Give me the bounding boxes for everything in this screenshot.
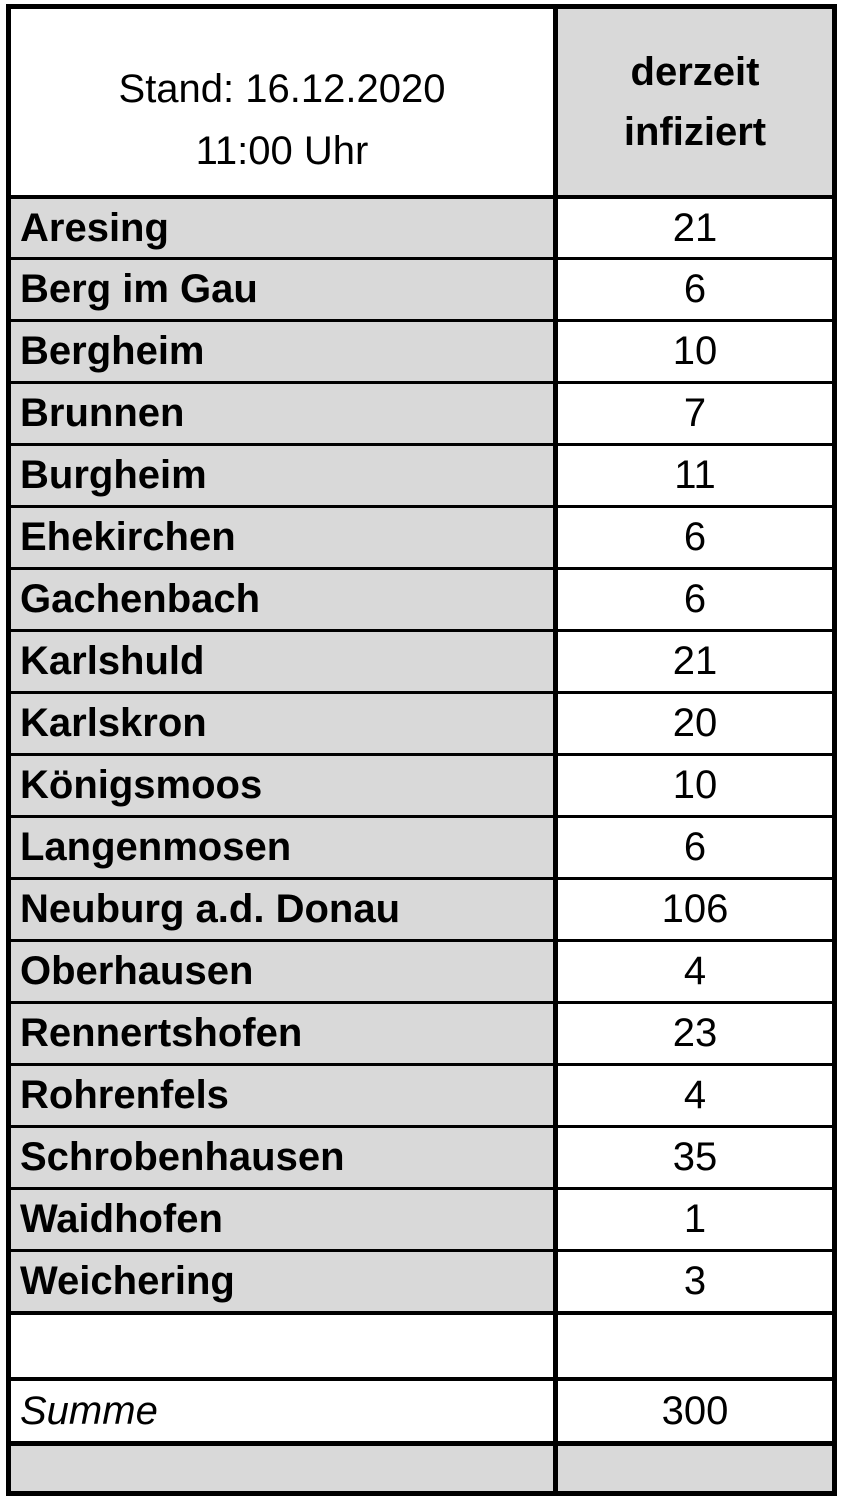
table-row: Ehekirchen 6	[11, 505, 832, 567]
municipality-name: Neuburg a.d. Donau	[11, 880, 553, 939]
municipality-name: Aresing	[11, 199, 553, 257]
infected-count: 35	[553, 1128, 832, 1187]
table-row: Karlshuld 21	[11, 629, 832, 691]
infected-count: 6	[553, 508, 832, 567]
infected-count: 1	[553, 1190, 832, 1249]
summary-row: Summe 300	[11, 1377, 832, 1441]
table-header-row: Stand: 16.12.2020 11:00 Uhr derzeit infi…	[11, 9, 832, 195]
spacer-cell-left	[11, 1315, 553, 1377]
infected-count: 20	[553, 694, 832, 753]
table-row: Rohrenfels 4	[11, 1063, 832, 1125]
infected-count: 6	[553, 570, 832, 629]
municipality-name: Oberhausen	[11, 942, 553, 1001]
table-row: Weichering 3	[11, 1249, 832, 1311]
cutoff-row	[11, 1441, 832, 1491]
infected-count: 21	[553, 632, 832, 691]
table-row: Bergheim 10	[11, 319, 832, 381]
stand-time: 11:00 Uhr	[195, 129, 369, 173]
table-row: Oberhausen 4	[11, 939, 832, 1001]
summary-total: 300	[553, 1381, 832, 1441]
summary-label: Summe	[11, 1381, 553, 1441]
header-stand-cell: Stand: 16.12.2020 11:00 Uhr	[11, 9, 553, 195]
table-row: Königsmoos 10	[11, 753, 832, 815]
table-row: Berg im Gau 6	[11, 257, 832, 319]
spacer-row	[11, 1311, 832, 1377]
infected-count: 4	[553, 1066, 832, 1125]
municipality-name: Waidhofen	[11, 1190, 553, 1249]
municipality-name: Burgheim	[11, 446, 553, 505]
table-row: Gachenbach 6	[11, 567, 832, 629]
infected-count: 7	[553, 384, 832, 443]
municipality-name: Königsmoos	[11, 756, 553, 815]
municipality-name: Bergheim	[11, 322, 553, 381]
table-row: Burgheim 11	[11, 443, 832, 505]
infected-count: 6	[553, 818, 832, 877]
table-row: Karlskron 20	[11, 691, 832, 753]
cutoff-cell-right	[553, 1446, 832, 1491]
municipality-name: Rennertshofen	[11, 1004, 553, 1063]
municipality-name: Schrobenhausen	[11, 1128, 553, 1187]
header-value-column-cell: derzeit infiziert	[553, 9, 832, 195]
infected-count: 21	[553, 199, 832, 257]
table-row: Rennertshofen 23	[11, 1001, 832, 1063]
municipality-name: Berg im Gau	[11, 260, 553, 319]
municipality-name: Gachenbach	[11, 570, 553, 629]
infected-count: 23	[553, 1004, 832, 1063]
municipality-name: Langenmosen	[11, 818, 553, 877]
spacer-cell-right	[553, 1315, 832, 1377]
municipality-name: Ehekirchen	[11, 508, 553, 567]
infections-table: Stand: 16.12.2020 11:00 Uhr derzeit infi…	[6, 4, 837, 1496]
municipality-name: Brunnen	[11, 384, 553, 443]
table-row: Neuburg a.d. Donau 106	[11, 877, 832, 939]
stand-date: Stand: 16.12.2020	[118, 67, 446, 111]
value-column-label-line1: derzeit	[630, 50, 760, 94]
municipality-name: Karlskron	[11, 694, 553, 753]
value-column-label-line2: infiziert	[623, 110, 767, 154]
infected-count: 10	[553, 322, 832, 381]
table-row: Aresing 21	[11, 195, 832, 257]
municipality-name: Rohrenfels	[11, 1066, 553, 1125]
infected-count: 11	[553, 446, 832, 505]
table-row: Schrobenhausen 35	[11, 1125, 832, 1187]
infected-count: 10	[553, 756, 832, 815]
table-row: Waidhofen 1	[11, 1187, 832, 1249]
municipality-name: Karlshuld	[11, 632, 553, 691]
municipality-name: Weichering	[11, 1252, 553, 1311]
table-row: Langenmosen 6	[11, 815, 832, 877]
infected-count: 4	[553, 942, 832, 1001]
infected-count: 6	[553, 260, 832, 319]
infected-count: 106	[553, 880, 832, 939]
infected-count: 3	[553, 1252, 832, 1311]
table-row: Brunnen 7	[11, 381, 832, 443]
cutoff-cell-left	[11, 1446, 553, 1491]
